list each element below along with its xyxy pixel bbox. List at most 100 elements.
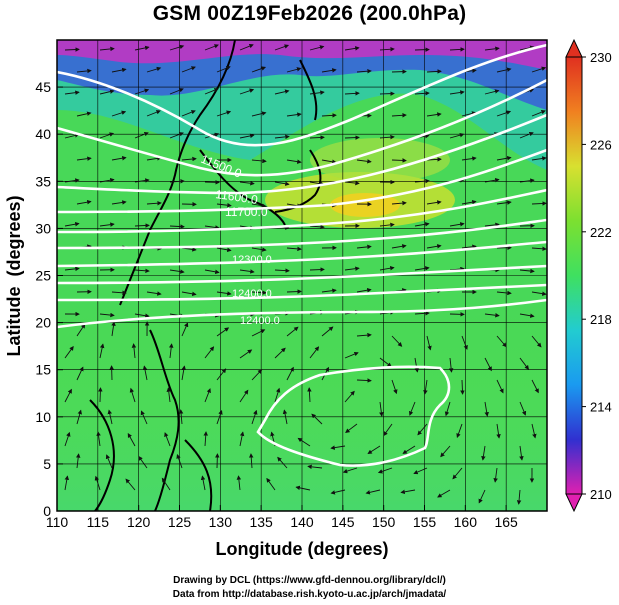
wind-arrow xyxy=(134,88,150,95)
wind-arrow xyxy=(76,366,84,381)
y-tick-label: 0 xyxy=(43,503,51,519)
wind-arrow xyxy=(99,46,115,52)
wind-arrow xyxy=(64,345,74,359)
wind-arrow xyxy=(321,326,334,337)
wind-arrow xyxy=(426,244,442,249)
wind-arrow xyxy=(391,335,403,347)
wind-arrow xyxy=(98,387,103,403)
wind-arrow xyxy=(330,489,346,495)
wind-arrow xyxy=(531,423,537,439)
map-chart: 11500.0 11600.0 11700.0 12300.0 12400.0 … xyxy=(4,38,612,559)
wind-arrow xyxy=(169,132,184,139)
x-tick-label: 115 xyxy=(87,514,110,530)
wind-arrow xyxy=(99,89,115,95)
wind-arrow xyxy=(125,478,136,491)
wind-arrow xyxy=(239,181,255,186)
wind-arrow xyxy=(448,357,454,373)
wind-arrow xyxy=(519,401,527,416)
wind-arrow xyxy=(216,327,230,337)
y-axis-label: Latitude (degrees) xyxy=(4,195,24,356)
wind-arrow xyxy=(178,409,184,425)
wind-arrow xyxy=(64,475,70,491)
colorbar-max-arrow xyxy=(565,38,583,58)
y-axis: 0 5 10 15 20 25 30 35 40 45 xyxy=(35,79,63,519)
wind-arrow xyxy=(129,387,136,403)
wind-arrow xyxy=(426,335,432,351)
wind-arrow xyxy=(76,323,86,337)
wind-arrow xyxy=(309,346,320,359)
colorbar-tick-label: 218 xyxy=(590,312,612,327)
wind-arrow xyxy=(181,247,197,252)
wind-arrow xyxy=(519,45,535,51)
wind-arrow xyxy=(142,365,148,381)
wind-arrow xyxy=(391,69,407,74)
wind-arrow xyxy=(251,290,267,295)
wind-arrow xyxy=(414,47,430,52)
wind-arrow xyxy=(307,387,312,403)
wind-arrow xyxy=(449,90,465,95)
wind-arrow xyxy=(239,389,249,403)
wind-arrow xyxy=(519,268,535,274)
wind-arrow xyxy=(365,489,381,495)
wind-arrow xyxy=(64,133,80,139)
wind-arrow xyxy=(493,467,498,483)
wind-arrow xyxy=(321,288,337,293)
wind-arrow xyxy=(330,445,346,450)
wind-arrow xyxy=(274,89,290,95)
wind-arrow xyxy=(134,313,150,318)
wind-arrow xyxy=(204,225,220,230)
y-tick-label: 15 xyxy=(35,362,51,378)
y-tick-label: 35 xyxy=(35,173,51,189)
wind-arrow xyxy=(531,110,546,117)
wind-arrow xyxy=(356,288,372,293)
colorbar-tick-label: 222 xyxy=(590,225,612,240)
y-tick-label: 30 xyxy=(35,220,51,236)
x-axis: 110 115 120 125 130 135 140 145 150 155 160 165 xyxy=(46,505,518,530)
wind-arrow xyxy=(169,224,185,229)
wind-arrow xyxy=(426,112,442,117)
wind-arrow xyxy=(426,69,442,74)
wind-arrow xyxy=(166,387,171,403)
wind-arrow xyxy=(456,423,463,439)
wind-arrow xyxy=(274,44,290,51)
wind-arrow xyxy=(440,445,451,458)
wind-arrow xyxy=(342,467,358,474)
wind-arrow xyxy=(274,134,290,140)
wind-arrow xyxy=(216,202,232,208)
wind-arrow xyxy=(204,346,215,359)
wind-arrow xyxy=(203,431,208,447)
wind-arrow xyxy=(519,445,524,461)
wind-arrow xyxy=(449,133,465,139)
wind-arrow xyxy=(417,423,428,436)
wind-arrow xyxy=(168,343,174,359)
y-tick-label: 10 xyxy=(35,409,51,425)
wind-arrow xyxy=(134,178,150,183)
x-tick-label: 140 xyxy=(290,514,314,530)
wind-arrow xyxy=(164,432,171,447)
wind-arrow xyxy=(391,200,407,206)
wind-arrow xyxy=(251,203,267,208)
wind-arrow xyxy=(311,413,323,425)
wind-arrow xyxy=(204,88,219,95)
contour-label: 12300.0 xyxy=(232,254,272,266)
wind-streamlines xyxy=(64,44,547,505)
wind-arrow xyxy=(274,347,286,359)
contour-label: 11700.0 xyxy=(225,205,268,219)
wind-arrow xyxy=(496,335,507,348)
wind-arrow xyxy=(134,45,150,51)
wind-arrow xyxy=(531,291,547,296)
wind-arrow xyxy=(286,112,302,117)
wind-arrow xyxy=(64,388,72,403)
wind-arrow xyxy=(344,135,360,140)
x-axis-label: Longitude (degrees) xyxy=(215,539,388,559)
wind-arrow xyxy=(379,46,395,52)
wind-arrow xyxy=(111,67,127,73)
wind-arrow xyxy=(169,44,185,51)
wind-arrow xyxy=(181,156,197,162)
wind-arrow xyxy=(216,368,227,381)
wind-arrow xyxy=(181,322,189,337)
wind-arrow xyxy=(531,335,542,348)
wind-arrow xyxy=(423,379,428,395)
wind-arrow xyxy=(461,244,477,250)
wind-arrow xyxy=(414,357,419,373)
